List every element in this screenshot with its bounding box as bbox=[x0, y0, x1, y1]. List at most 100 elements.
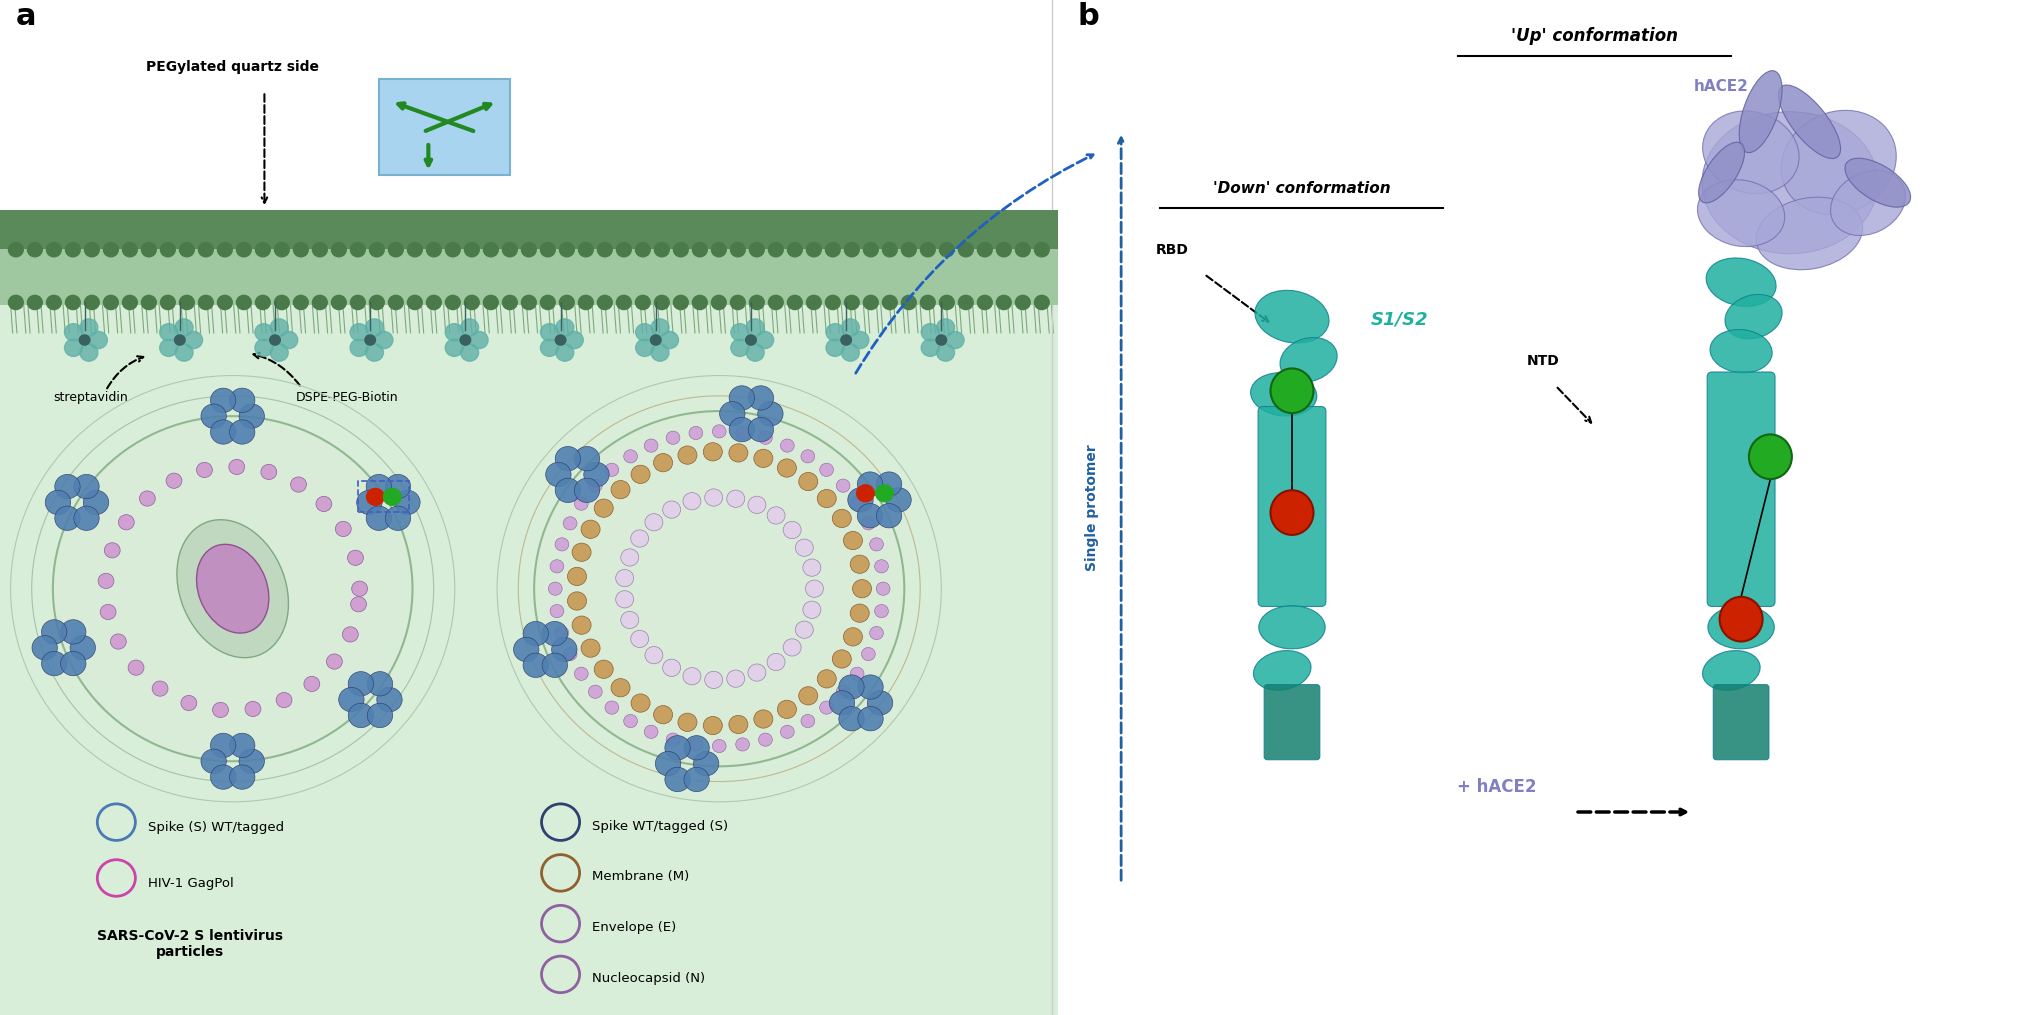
Circle shape bbox=[541, 324, 559, 341]
Circle shape bbox=[746, 344, 765, 361]
Circle shape bbox=[653, 454, 673, 472]
Circle shape bbox=[271, 335, 281, 345]
Circle shape bbox=[842, 319, 860, 336]
Circle shape bbox=[850, 555, 869, 573]
Circle shape bbox=[830, 690, 854, 715]
Ellipse shape bbox=[197, 544, 268, 633]
Circle shape bbox=[41, 620, 67, 645]
Circle shape bbox=[214, 702, 228, 718]
Circle shape bbox=[65, 295, 79, 310]
Circle shape bbox=[781, 439, 793, 453]
Circle shape bbox=[244, 701, 260, 717]
Circle shape bbox=[858, 706, 883, 731]
Circle shape bbox=[844, 243, 858, 257]
Circle shape bbox=[8, 243, 22, 257]
Circle shape bbox=[47, 243, 61, 257]
Text: RBD: RBD bbox=[1155, 243, 1188, 257]
Circle shape bbox=[655, 295, 669, 310]
Circle shape bbox=[85, 295, 100, 310]
Circle shape bbox=[395, 490, 421, 515]
Circle shape bbox=[799, 687, 818, 705]
Text: Spike (S) WT/tagged: Spike (S) WT/tagged bbox=[148, 821, 285, 833]
Circle shape bbox=[502, 243, 517, 257]
Circle shape bbox=[28, 243, 43, 257]
Circle shape bbox=[555, 319, 574, 336]
Circle shape bbox=[875, 559, 889, 572]
Circle shape bbox=[277, 692, 293, 707]
Circle shape bbox=[838, 706, 864, 731]
Circle shape bbox=[104, 543, 120, 558]
Circle shape bbox=[55, 474, 79, 498]
Circle shape bbox=[460, 344, 478, 361]
Circle shape bbox=[181, 695, 197, 710]
Circle shape bbox=[73, 506, 100, 531]
Circle shape bbox=[820, 463, 834, 476]
Circle shape bbox=[663, 501, 681, 519]
Circle shape bbox=[340, 687, 364, 712]
Circle shape bbox=[769, 243, 783, 257]
Circle shape bbox=[781, 725, 793, 738]
Circle shape bbox=[871, 538, 883, 551]
Circle shape bbox=[1015, 295, 1029, 310]
Circle shape bbox=[445, 295, 460, 310]
Circle shape bbox=[8, 295, 22, 310]
Circle shape bbox=[73, 474, 100, 498]
Circle shape bbox=[594, 499, 612, 518]
Circle shape bbox=[677, 446, 698, 464]
Circle shape bbox=[940, 243, 954, 257]
Circle shape bbox=[376, 687, 403, 712]
Circle shape bbox=[256, 243, 271, 257]
Circle shape bbox=[704, 443, 722, 461]
Ellipse shape bbox=[1845, 158, 1910, 207]
Circle shape bbox=[1749, 434, 1792, 479]
Circle shape bbox=[653, 705, 673, 724]
Circle shape bbox=[545, 463, 572, 487]
Circle shape bbox=[555, 447, 580, 471]
Circle shape bbox=[757, 331, 773, 349]
Circle shape bbox=[690, 738, 704, 751]
Circle shape bbox=[712, 425, 726, 438]
Circle shape bbox=[470, 331, 488, 349]
Circle shape bbox=[848, 488, 873, 512]
Circle shape bbox=[871, 626, 883, 639]
Circle shape bbox=[997, 243, 1011, 257]
Circle shape bbox=[730, 324, 749, 341]
Circle shape bbox=[746, 335, 757, 345]
Circle shape bbox=[65, 339, 83, 356]
Circle shape bbox=[313, 295, 327, 310]
Circle shape bbox=[875, 605, 889, 618]
Circle shape bbox=[555, 478, 580, 502]
Circle shape bbox=[901, 243, 915, 257]
Circle shape bbox=[755, 450, 773, 468]
FancyBboxPatch shape bbox=[0, 210, 1058, 249]
Circle shape bbox=[631, 694, 651, 713]
Circle shape bbox=[683, 736, 710, 760]
Circle shape bbox=[749, 295, 765, 310]
Circle shape bbox=[862, 295, 879, 310]
Circle shape bbox=[370, 295, 384, 310]
Circle shape bbox=[366, 488, 384, 506]
Circle shape bbox=[254, 339, 273, 356]
Ellipse shape bbox=[1725, 294, 1782, 339]
FancyBboxPatch shape bbox=[1259, 406, 1326, 607]
Circle shape bbox=[464, 295, 480, 310]
Circle shape bbox=[875, 484, 895, 502]
Circle shape bbox=[677, 714, 698, 732]
Text: Spike WT/tagged (S): Spike WT/tagged (S) bbox=[592, 820, 728, 832]
Ellipse shape bbox=[1711, 330, 1772, 373]
Circle shape bbox=[521, 295, 537, 310]
Circle shape bbox=[805, 243, 822, 257]
Circle shape bbox=[616, 243, 631, 257]
Circle shape bbox=[582, 520, 600, 538]
Circle shape bbox=[332, 243, 346, 257]
Circle shape bbox=[407, 243, 423, 257]
Circle shape bbox=[567, 592, 586, 610]
Circle shape bbox=[803, 601, 822, 618]
Text: Envelope (E): Envelope (E) bbox=[592, 922, 677, 934]
Text: streptavidin: streptavidin bbox=[53, 391, 128, 404]
Circle shape bbox=[175, 335, 185, 345]
Circle shape bbox=[836, 685, 850, 698]
Circle shape bbox=[563, 648, 578, 661]
Circle shape bbox=[574, 497, 588, 511]
Circle shape bbox=[936, 335, 946, 345]
